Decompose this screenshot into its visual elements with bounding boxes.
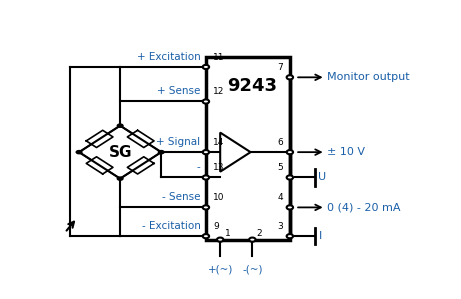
Circle shape	[203, 205, 209, 210]
Circle shape	[287, 176, 293, 179]
Circle shape	[76, 150, 83, 155]
Text: 9243: 9243	[227, 77, 277, 95]
Text: 14: 14	[213, 138, 225, 147]
Circle shape	[203, 150, 209, 154]
Text: 2: 2	[257, 229, 262, 239]
Text: SG: SG	[108, 145, 132, 160]
Circle shape	[203, 176, 209, 179]
Circle shape	[158, 150, 165, 155]
Circle shape	[117, 176, 124, 181]
Text: Monitor output: Monitor output	[327, 72, 410, 82]
Text: 11: 11	[213, 53, 225, 62]
Bar	[206, 57, 290, 239]
Text: 9: 9	[213, 222, 219, 231]
Circle shape	[287, 205, 293, 210]
Circle shape	[249, 238, 255, 242]
Circle shape	[203, 100, 209, 103]
Text: U: U	[319, 173, 326, 182]
Circle shape	[117, 123, 124, 128]
Circle shape	[217, 238, 224, 242]
Text: 6: 6	[278, 138, 284, 147]
Text: + Excitation: + Excitation	[137, 52, 201, 62]
Circle shape	[203, 65, 209, 69]
Text: 12: 12	[213, 87, 225, 97]
Text: +(~): +(~)	[207, 265, 233, 275]
Text: 7: 7	[278, 63, 284, 72]
Circle shape	[287, 150, 293, 154]
Text: 3: 3	[278, 222, 284, 231]
Text: 4: 4	[278, 193, 284, 202]
Polygon shape	[220, 132, 251, 172]
Circle shape	[287, 234, 293, 238]
Text: 1: 1	[225, 229, 230, 239]
Text: I: I	[319, 231, 322, 241]
Text: + Sense: + Sense	[157, 86, 201, 97]
Circle shape	[203, 234, 209, 238]
Text: 5: 5	[278, 164, 284, 173]
Text: - Sense: - Sense	[162, 192, 201, 202]
Text: + Signal: + Signal	[156, 137, 201, 147]
Text: 10: 10	[213, 193, 225, 202]
Text: -: -	[197, 162, 201, 173]
Text: ± 10 V: ± 10 V	[327, 147, 366, 157]
Circle shape	[287, 75, 293, 80]
Text: -(~): -(~)	[242, 265, 263, 275]
Text: - Excitation: - Excitation	[142, 221, 201, 231]
Text: 13: 13	[213, 164, 225, 173]
Text: 0 (4) - 20 mA: 0 (4) - 20 mA	[327, 202, 401, 212]
